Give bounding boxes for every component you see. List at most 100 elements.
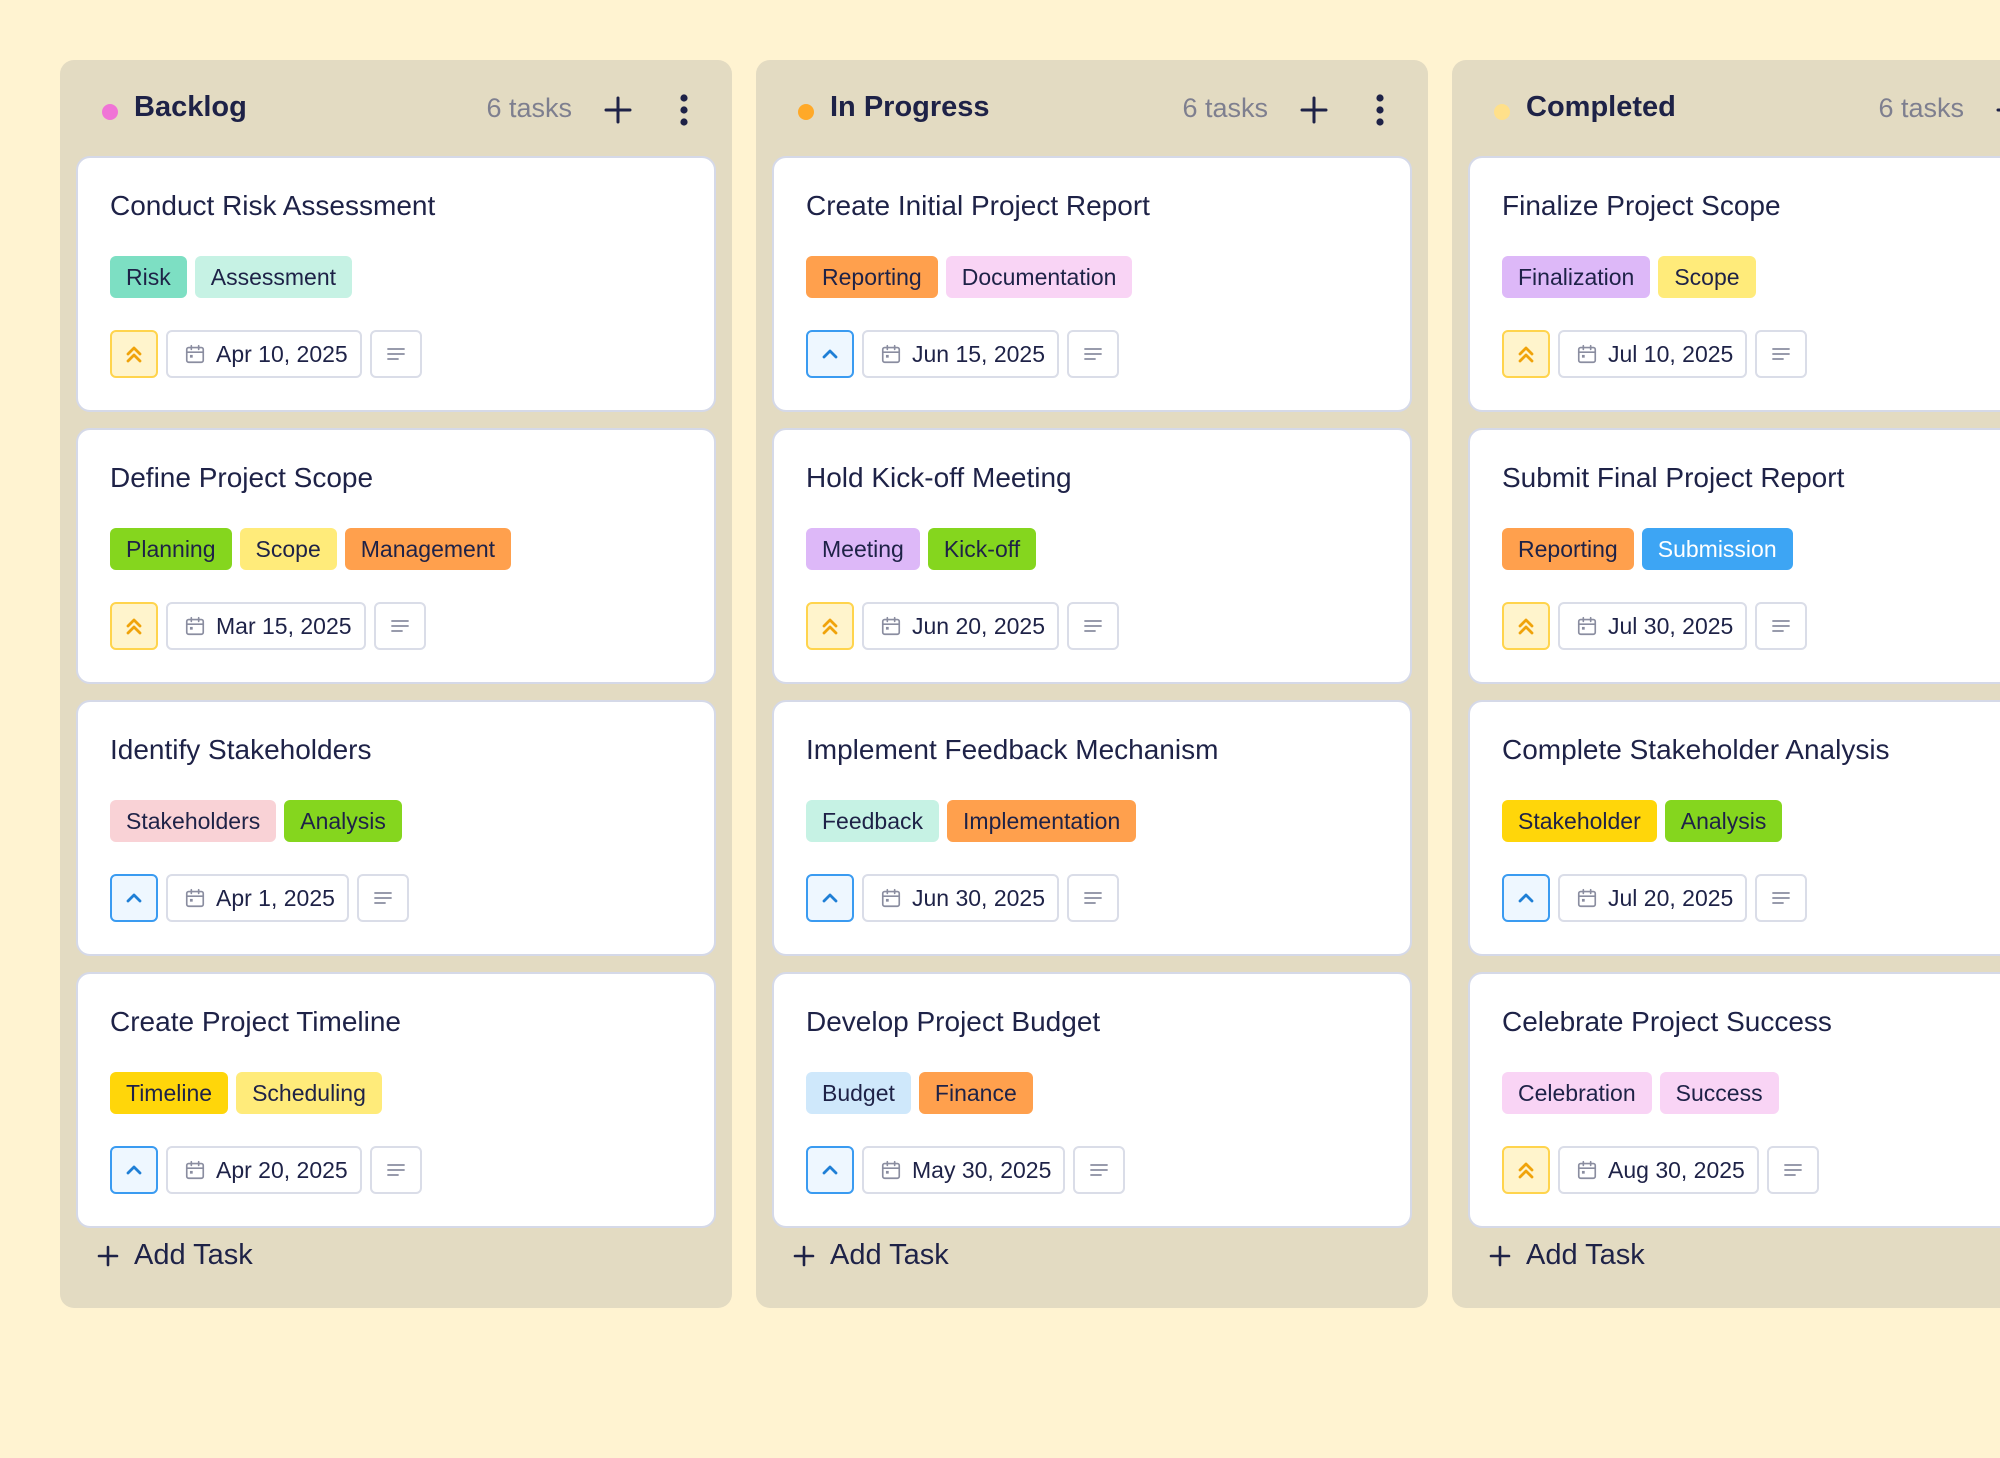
- tag-badge: Finance: [918, 1072, 1033, 1114]
- double-chevron-up-icon[interactable]: [110, 330, 158, 378]
- card-meta: Aug 30, 2025: [1502, 1146, 1819, 1194]
- task-title: Complete Stakeholder Analysis: [1502, 734, 1890, 765]
- due-date: Mar 15, 2025: [216, 612, 352, 639]
- tag-list: Feedback Implementation: [806, 800, 1137, 842]
- description-icon[interactable]: [1755, 602, 1808, 650]
- description-icon[interactable]: [369, 330, 422, 378]
- task-card[interactable]: Submit Final Project Report Reporting Subm…: [1468, 428, 2000, 684]
- card-meta: Apr 10, 2025: [110, 330, 422, 378]
- calendar-icon: [1576, 615, 1598, 637]
- tag-list: Risk Assessment: [110, 256, 352, 298]
- due-date-button[interactable]: Jun 20, 2025: [862, 602, 1060, 650]
- calendar-icon: [184, 887, 206, 909]
- due-date-button[interactable]: Jul 10, 2025: [1558, 330, 1748, 378]
- chevron-up-icon[interactable]: [1502, 874, 1550, 922]
- task-card[interactable]: Finalize Project Scope Finalization Scope J…: [1468, 156, 2000, 412]
- description-icon[interactable]: [1073, 1146, 1126, 1194]
- task-card[interactable]: Complete Stakeholder Analysis Stakeholder…: [1468, 700, 2000, 956]
- task-card[interactable]: Develop Project Budget Budget Finance May 3…: [772, 972, 1412, 1228]
- column-title: Backlog: [134, 91, 247, 123]
- column-header: Backlog 6 tasks: [60, 60, 732, 156]
- double-chevron-up-icon[interactable]: [110, 602, 158, 650]
- tag-list: Stakeholder Analysis: [1502, 800, 1783, 842]
- task-count: 6 tasks: [1878, 93, 1964, 123]
- card-meta: Jun 15, 2025: [806, 330, 1120, 378]
- description-icon[interactable]: [1755, 874, 1808, 922]
- tag-badge: Risk: [110, 256, 187, 298]
- task-title: Conduct Risk Assessment: [110, 190, 436, 221]
- column-in-progress: In Progress 6 tasks Create Initial Project…: [756, 60, 1428, 1308]
- description-icon[interactable]: [1067, 330, 1120, 378]
- due-date: Jul 10, 2025: [1608, 340, 1734, 367]
- chevron-up-icon[interactable]: [806, 874, 854, 922]
- due-date-button[interactable]: Jun 30, 2025: [862, 874, 1060, 922]
- task-title: Hold Kick-off Meeting: [806, 462, 1072, 493]
- due-date-button[interactable]: Jul 20, 2025: [1558, 874, 1748, 922]
- double-chevron-up-icon[interactable]: [1502, 330, 1550, 378]
- add-icon[interactable]: [1992, 92, 2000, 128]
- add-task-button[interactable]: Add Task: [1488, 1239, 1645, 1272]
- task-card[interactable]: Define Project Scope Planning Scope Managem…: [76, 428, 716, 684]
- description-icon[interactable]: [1067, 602, 1120, 650]
- calendar-icon: [1576, 887, 1598, 909]
- add-task-label: Add Task: [134, 1239, 253, 1271]
- task-card[interactable]: Conduct Risk Assessment Risk Assessment Apr…: [76, 156, 716, 412]
- tag-badge: Stakeholder: [1502, 800, 1657, 842]
- task-card[interactable]: Create Initial Project Report Reporting Do…: [772, 156, 1412, 412]
- task-card[interactable]: Hold Kick-off Meeting Meeting Kick-off Jun …: [772, 428, 1412, 684]
- add-task-button[interactable]: Add Task: [96, 1239, 253, 1272]
- more-options-icon[interactable]: [672, 90, 696, 130]
- due-date: Apr 10, 2025: [216, 340, 348, 367]
- card-meta: Jul 20, 2025: [1502, 874, 1808, 922]
- add-task-button[interactable]: Add Task: [792, 1239, 949, 1272]
- double-chevron-up-icon[interactable]: [1502, 602, 1550, 650]
- chevron-up-icon[interactable]: [806, 330, 854, 378]
- description-icon[interactable]: [1766, 1146, 1819, 1194]
- card-meta: Jun 20, 2025: [806, 602, 1120, 650]
- task-card[interactable]: Celebrate Project Success Celebration Succ…: [1468, 972, 2000, 1228]
- due-date: Jul 20, 2025: [1608, 884, 1734, 911]
- description-icon[interactable]: [369, 1146, 422, 1194]
- add-icon[interactable]: [600, 92, 636, 128]
- due-date: Apr 20, 2025: [216, 1156, 348, 1183]
- description-icon[interactable]: [356, 874, 409, 922]
- more-options-icon[interactable]: [1368, 90, 1392, 130]
- chevron-up-icon[interactable]: [110, 874, 158, 922]
- calendar-icon: [184, 343, 206, 365]
- tag-badge: Reporting: [806, 256, 938, 298]
- description-icon[interactable]: [373, 602, 426, 650]
- calendar-icon: [880, 887, 902, 909]
- due-date-button[interactable]: Jul 30, 2025: [1558, 602, 1748, 650]
- chevron-up-icon[interactable]: [806, 1146, 854, 1194]
- due-date-button[interactable]: May 30, 2025: [862, 1146, 1066, 1194]
- column-title: Completed: [1526, 91, 1676, 123]
- column-header: Completed 6 tasks: [1452, 60, 2000, 156]
- tag-badge: Analysis: [284, 800, 402, 842]
- double-chevron-up-icon[interactable]: [806, 602, 854, 650]
- task-card[interactable]: Identify Stakeholders Stakeholders Analysi…: [76, 700, 716, 956]
- tag-badge: Feedback: [806, 800, 940, 842]
- due-date-button[interactable]: Apr 10, 2025: [166, 330, 362, 378]
- tag-badge: Budget: [806, 1072, 911, 1114]
- double-chevron-up-icon[interactable]: [1502, 1146, 1550, 1194]
- task-count: 6 tasks: [486, 93, 572, 123]
- description-icon[interactable]: [1755, 330, 1808, 378]
- task-card[interactable]: Implement Feedback Mechanism Feedback Impl…: [772, 700, 1412, 956]
- tag-badge: Planning: [110, 528, 232, 570]
- chevron-up-icon[interactable]: [110, 1146, 158, 1194]
- add-icon[interactable]: [1296, 92, 1332, 128]
- description-icon[interactable]: [1067, 874, 1120, 922]
- card-meta: Jul 10, 2025: [1502, 330, 1808, 378]
- task-card[interactable]: Create Project Timeline Timeline Schedulin…: [76, 972, 716, 1228]
- due-date-button[interactable]: Jun 15, 2025: [862, 330, 1060, 378]
- task-title: Finalize Project Scope: [1502, 190, 1781, 221]
- due-date-button[interactable]: Mar 15, 2025: [166, 602, 366, 650]
- column-backlog: Backlog 6 tasks Conduct Risk Assessment Ris…: [60, 60, 732, 1308]
- task-title: Create Project Timeline: [110, 1006, 402, 1037]
- due-date-button[interactable]: Apr 1, 2025: [166, 874, 349, 922]
- task-title: Define Project Scope: [110, 462, 374, 493]
- due-date-button[interactable]: Apr 20, 2025: [166, 1146, 362, 1194]
- column-title: In Progress: [830, 91, 990, 123]
- due-date-button[interactable]: Aug 30, 2025: [1558, 1146, 1759, 1194]
